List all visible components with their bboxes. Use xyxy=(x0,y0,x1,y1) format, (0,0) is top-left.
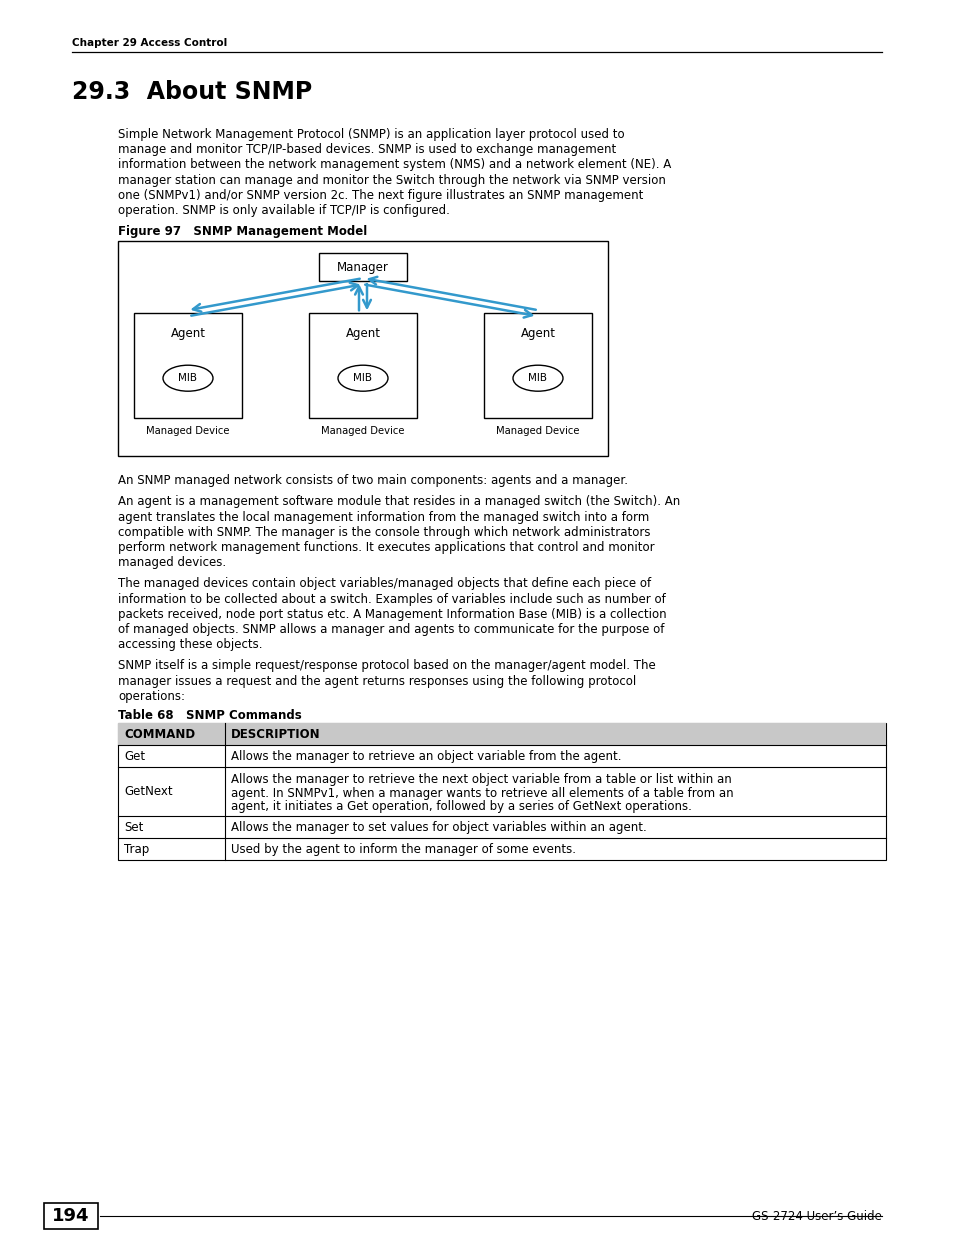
Text: Allows the manager to retrieve the next object variable from a table or list wit: Allows the manager to retrieve the next … xyxy=(231,773,731,785)
Text: Figure 97   SNMP Management Model: Figure 97 SNMP Management Model xyxy=(118,225,367,238)
Text: managed devices.: managed devices. xyxy=(118,556,226,569)
Text: manage and monitor TCP/IP-based devices. SNMP is used to exchange management: manage and monitor TCP/IP-based devices.… xyxy=(118,143,616,156)
Text: 29.3  About SNMP: 29.3 About SNMP xyxy=(71,80,312,104)
Text: of managed objects. SNMP allows a manager and agents to communicate for the purp: of managed objects. SNMP allows a manage… xyxy=(118,622,663,636)
Text: DESCRIPTION: DESCRIPTION xyxy=(231,727,320,741)
Text: Chapter 29 Access Control: Chapter 29 Access Control xyxy=(71,38,227,48)
Text: SNMP itself is a simple request/response protocol based on the manager/agent mod: SNMP itself is a simple request/response… xyxy=(118,659,655,672)
Text: Managed Device: Managed Device xyxy=(146,426,230,436)
Text: An agent is a management software module that resides in a managed switch (the S: An agent is a management software module… xyxy=(118,495,679,509)
Text: The managed devices contain object variables/managed objects that define each pi: The managed devices contain object varia… xyxy=(118,578,651,590)
Text: Trap: Trap xyxy=(124,842,149,856)
Text: manager issues a request and the agent returns responses using the following pro: manager issues a request and the agent r… xyxy=(118,674,636,688)
Text: Agent: Agent xyxy=(520,327,555,340)
Bar xyxy=(118,241,607,456)
Bar xyxy=(318,253,407,282)
Text: An SNMP managed network consists of two main components: agents and a manager.: An SNMP managed network consists of two … xyxy=(118,474,627,487)
Text: packets received, node port status etc. A Management Information Base (MIB) is a: packets received, node port status etc. … xyxy=(118,608,666,621)
Text: accessing these objects.: accessing these objects. xyxy=(118,638,262,651)
Text: Agent: Agent xyxy=(171,327,205,340)
Text: GS-2724 User’s Guide: GS-2724 User’s Guide xyxy=(751,1209,882,1223)
Text: Agent: Agent xyxy=(345,327,380,340)
Text: operation. SNMP is only available if TCP/IP is configured.: operation. SNMP is only available if TCP… xyxy=(118,204,450,217)
Text: agent, it initiates a Get operation, followed by a series of GetNext operations.: agent, it initiates a Get operation, fol… xyxy=(231,800,691,813)
Bar xyxy=(44,1203,98,1229)
Text: Manager: Manager xyxy=(336,261,389,274)
Text: Allows the manager to set values for object variables within an agent.: Allows the manager to set values for obj… xyxy=(231,820,646,834)
Text: Table 68   SNMP Commands: Table 68 SNMP Commands xyxy=(118,709,301,722)
Bar xyxy=(118,722,885,745)
Text: Allows the manager to retrieve an object variable from the agent.: Allows the manager to retrieve an object… xyxy=(231,750,620,762)
Ellipse shape xyxy=(513,366,562,391)
Bar xyxy=(309,314,416,419)
Text: MIB: MIB xyxy=(354,373,372,383)
Text: perform network management functions. It executes applications that control and : perform network management functions. It… xyxy=(118,541,654,555)
Text: agent translates the local management information from the managed switch into a: agent translates the local management in… xyxy=(118,510,649,524)
Ellipse shape xyxy=(337,366,388,391)
Text: information to be collected about a switch. Examples of variables include such a: information to be collected about a swit… xyxy=(118,593,665,605)
Text: GetNext: GetNext xyxy=(124,785,172,798)
Text: MIB: MIB xyxy=(528,373,547,383)
Text: Used by the agent to inform the manager of some events.: Used by the agent to inform the manager … xyxy=(231,842,576,856)
Text: Managed Device: Managed Device xyxy=(496,426,579,436)
Text: manager station can manage and monitor the Switch through the network via SNMP v: manager station can manage and monitor t… xyxy=(118,174,665,186)
Text: Set: Set xyxy=(124,820,143,834)
Text: COMMAND: COMMAND xyxy=(124,727,195,741)
Bar xyxy=(133,314,242,419)
Text: information between the network management system (NMS) and a network element (N: information between the network manageme… xyxy=(118,158,671,172)
Text: Simple Network Management Protocol (SNMP) is an application layer protocol used : Simple Network Management Protocol (SNMP… xyxy=(118,128,624,141)
Bar xyxy=(118,722,885,860)
Text: Get: Get xyxy=(124,750,145,762)
Text: compatible with SNMP. The manager is the console through which network administr: compatible with SNMP. The manager is the… xyxy=(118,526,650,538)
Text: Managed Device: Managed Device xyxy=(321,426,404,436)
Text: one (SNMPv1) and/or SNMP version 2c. The next figure illustrates an SNMP managem: one (SNMPv1) and/or SNMP version 2c. The… xyxy=(118,189,642,201)
Ellipse shape xyxy=(163,366,213,391)
Text: 194: 194 xyxy=(52,1207,90,1225)
Bar xyxy=(483,314,592,419)
Text: agent. In SNMPv1, when a manager wants to retrieve all elements of a table from : agent. In SNMPv1, when a manager wants t… xyxy=(231,787,733,799)
Text: MIB: MIB xyxy=(178,373,197,383)
Text: operations:: operations: xyxy=(118,690,185,703)
